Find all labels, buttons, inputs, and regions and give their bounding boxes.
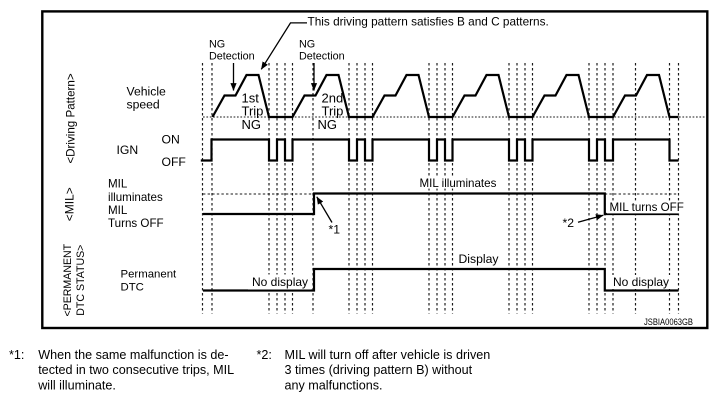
- svg-text:No display: No display: [252, 275, 308, 289]
- svg-text:MIL illuminates: MIL illuminates: [420, 177, 497, 190]
- svg-text:DTC: DTC: [121, 282, 144, 294]
- svg-text:NG: NG: [318, 117, 338, 132]
- svg-text:MIL turns OFF: MIL turns OFF: [610, 201, 684, 214]
- svg-text:Detection: Detection: [209, 51, 255, 63]
- svg-text:1st: 1st: [242, 90, 260, 105]
- svg-text:MIL: MIL: [108, 204, 128, 217]
- svg-text:<PERMANENT: <PERMANENT: [62, 243, 74, 316]
- svg-text:MIL: MIL: [108, 178, 128, 191]
- svg-text:*1: *1: [329, 223, 341, 237]
- svg-text:ON: ON: [162, 132, 180, 146]
- svg-text:<MIL>: <MIL>: [63, 187, 77, 221]
- svg-text:Trip: Trip: [242, 103, 264, 118]
- svg-text:NG: NG: [299, 39, 315, 51]
- svg-text:No display: No display: [613, 275, 669, 289]
- svg-text:2nd: 2nd: [322, 90, 344, 105]
- svg-text:*2: *2: [563, 216, 575, 230]
- svg-text:Trip: Trip: [322, 103, 344, 118]
- svg-text:tected in two consecutive trip: tected in two consecutive trips, MIL: [38, 363, 234, 377]
- svg-text:Permanent: Permanent: [121, 268, 178, 280]
- svg-text:Detection: Detection: [299, 51, 345, 63]
- svg-text:3 times (driving pattern B) wi: 3 times (driving pattern B) without: [285, 363, 473, 377]
- svg-text:MIL will turn off after vehicl: MIL will turn off after vehicle is drive…: [285, 348, 491, 362]
- svg-text:This driving pattern satisfies: This driving pattern satisfies B and C p…: [308, 15, 549, 29]
- svg-text:<Driving Pattern>: <Driving Pattern>: [65, 73, 78, 163]
- svg-text:Display: Display: [459, 252, 500, 266]
- svg-text:NG: NG: [242, 117, 262, 132]
- svg-text:*2:: *2:: [257, 348, 272, 362]
- svg-text:Vehicle: Vehicle: [127, 84, 167, 98]
- svg-text:illuminates: illuminates: [108, 191, 163, 204]
- svg-text:NG: NG: [209, 39, 225, 51]
- svg-text:*1:: *1:: [9, 348, 24, 362]
- svg-text:any malfunctions.: any malfunctions.: [285, 379, 383, 393]
- svg-text:will illuminate.: will illuminate.: [37, 379, 116, 393]
- svg-text:When the same malfunction is d: When the same malfunction is de-: [38, 348, 228, 362]
- svg-text:OFF: OFF: [162, 155, 186, 169]
- svg-text:DTC STATUS>: DTC STATUS>: [75, 245, 87, 316]
- svg-text:IGN: IGN: [117, 143, 139, 157]
- svg-text:JSBIA0063GB: JSBIA0063GB: [644, 317, 693, 327]
- svg-text:speed: speed: [127, 97, 160, 111]
- svg-text:Turns OFF: Turns OFF: [108, 217, 164, 230]
